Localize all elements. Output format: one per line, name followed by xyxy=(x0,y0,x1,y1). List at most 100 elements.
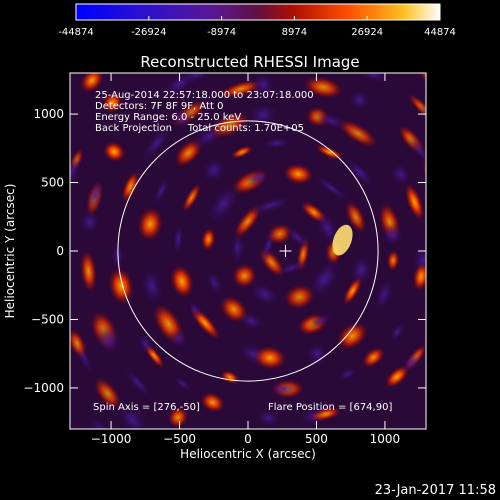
x-axis-label: Heliocentric X (arcsec) xyxy=(180,447,316,461)
plot-area: −1000 −500 0 500 1000 1000 500 0 −500 −1000 xyxy=(16,72,500,500)
emission-blob xyxy=(108,266,135,306)
x-tick-label: −1000 xyxy=(91,432,132,446)
annotation-energy-range: Energy Range: 6.0 - 25.0 keV xyxy=(95,112,241,123)
x-axis-ticks: −1000 −500 0 500 1000 xyxy=(91,73,400,446)
negative-blob xyxy=(305,342,330,367)
emission-blob xyxy=(169,264,195,299)
emission-blob xyxy=(455,415,486,446)
negative-blob xyxy=(187,300,203,320)
emission-blob xyxy=(70,328,87,359)
negative-blob xyxy=(284,225,311,251)
emission-blob xyxy=(253,345,287,371)
negative-blob xyxy=(263,471,284,487)
y-tick-label: −1000 xyxy=(23,381,64,395)
heatmap-image xyxy=(16,73,500,500)
negative-blob xyxy=(312,173,351,203)
emission-blob xyxy=(115,444,157,478)
negative-blob xyxy=(173,375,193,392)
negative-blob xyxy=(472,390,500,428)
negative-blob xyxy=(483,320,500,361)
colorbar-tick-label: -26924 xyxy=(131,27,166,38)
negative-blob xyxy=(152,176,170,207)
emission-blob xyxy=(168,474,205,500)
emission-blob xyxy=(412,261,426,292)
negative-blob xyxy=(140,266,165,306)
emission-blob xyxy=(102,141,126,163)
negative-blob xyxy=(373,277,396,312)
y-axis-ticks: 1000 500 0 −500 −1000 xyxy=(23,107,426,395)
negative-blob xyxy=(389,162,412,187)
negative-blob xyxy=(344,157,376,188)
x-tick-label: 500 xyxy=(305,432,328,446)
negative-blob xyxy=(140,124,173,162)
negative-blob xyxy=(348,254,374,287)
emission-blob xyxy=(302,75,344,99)
emission-blob xyxy=(219,295,249,324)
negative-blob xyxy=(144,460,177,494)
emission-blob xyxy=(201,227,216,252)
colorbar-tick-label: -44874 xyxy=(58,27,93,38)
y-tick-label: 0 xyxy=(56,244,64,258)
negative-blob xyxy=(136,333,155,355)
negative-blob xyxy=(260,137,292,150)
annotation-spin-axis: Spin Axis = [276,-50] xyxy=(93,402,200,413)
emission-blob xyxy=(181,182,202,213)
negative-blob xyxy=(418,104,426,124)
negative-blob xyxy=(78,209,102,235)
emission-blob xyxy=(384,365,410,389)
negative-blob xyxy=(440,203,462,242)
emission-blob xyxy=(282,163,314,185)
negative-blob xyxy=(307,258,342,300)
emission-blob xyxy=(443,220,462,246)
negative-blob xyxy=(431,380,478,428)
negative-blob xyxy=(380,223,405,246)
negative-blob xyxy=(52,203,68,234)
annotation-method-counts: Back Projection Total counts: 1.70E+05 xyxy=(95,123,304,134)
negative-blob xyxy=(494,181,500,221)
negative-blob xyxy=(86,416,116,429)
emission-blob xyxy=(200,391,226,413)
colorbar-tick-label: 8974 xyxy=(282,27,307,38)
emission-blob xyxy=(336,321,369,351)
negative-blob xyxy=(267,382,300,396)
flare-hotspot xyxy=(332,224,353,256)
emission-blob xyxy=(488,153,500,176)
emission-blob xyxy=(386,249,400,272)
negative-blob xyxy=(229,230,246,266)
colorbar-tick-label: -8974 xyxy=(207,27,236,38)
annotation-flare-position: Flare Position = [674,90] xyxy=(268,402,392,413)
negative-blob xyxy=(468,265,493,308)
negative-blob xyxy=(200,157,227,183)
negative-blob xyxy=(16,202,44,233)
emission-blob xyxy=(404,182,425,222)
emission-blob xyxy=(337,118,379,149)
negative-blob xyxy=(205,269,223,296)
colorbar-gradient xyxy=(75,3,441,21)
emission-blob xyxy=(79,73,105,93)
annotation-detectors: Detectors: 7F 8F 9F, Att 0 xyxy=(95,101,223,112)
emission-blob xyxy=(137,206,164,242)
emission-blob xyxy=(484,317,500,351)
emission-blob xyxy=(121,170,140,203)
negative-blob xyxy=(426,347,465,388)
emission-blob xyxy=(52,276,69,302)
x-tick-label: −500 xyxy=(163,432,196,446)
timestamp: 23-Jan-2017 11:58 xyxy=(375,483,496,498)
annotation-time-range: 25-Aug-2014 22:57:18.000 to 23:07:18.000 xyxy=(95,90,314,101)
y-tick-label: −500 xyxy=(31,312,64,326)
emission-blob xyxy=(93,377,123,411)
solar-disk-circle xyxy=(117,120,379,382)
emission-blob xyxy=(283,283,316,310)
flare-position-marker xyxy=(279,245,292,257)
negative-blob xyxy=(241,465,273,490)
negative-blob xyxy=(169,328,189,349)
negative-blob xyxy=(465,192,494,225)
negative-blob xyxy=(170,107,194,130)
emission-blob xyxy=(101,92,123,114)
y-axis-label: Heliocentric Y (arcsec) xyxy=(3,184,17,319)
negative-blob xyxy=(458,398,500,444)
negative-blob xyxy=(250,73,276,97)
emission-blob xyxy=(208,111,250,139)
annotations: 25-Aug-2014 22:57:18.000 to 23:07:18.000… xyxy=(93,90,392,413)
